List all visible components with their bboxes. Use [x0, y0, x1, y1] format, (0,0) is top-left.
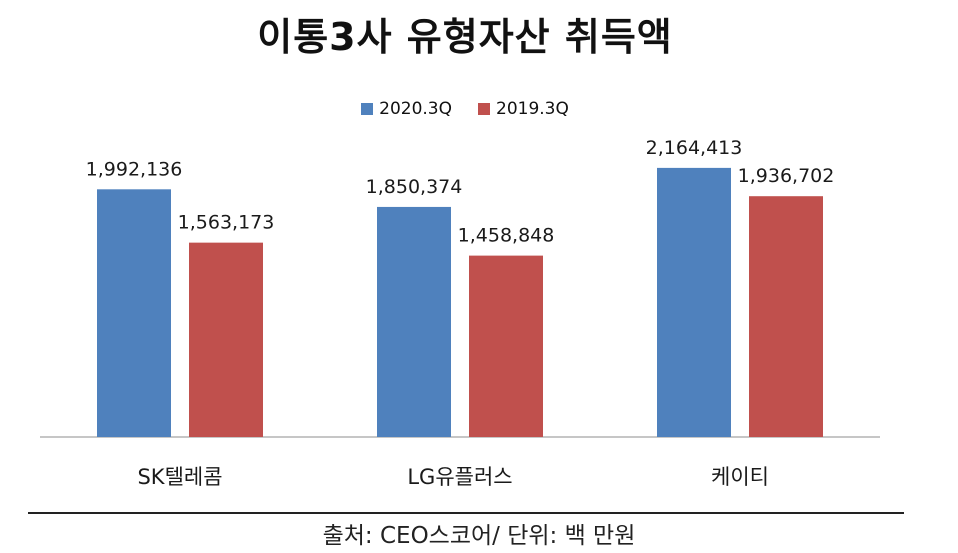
category-label-2: 케이티 [711, 465, 769, 489]
bar-0-0 [97, 189, 171, 437]
data-label-2-1: 1,936,702 [738, 165, 835, 187]
bar-0-1 [189, 242, 263, 437]
footer-divider [28, 512, 904, 514]
legend-item-2019-3q: 2019.3Q [478, 99, 569, 119]
bar-2-1 [749, 196, 823, 437]
legend-swatch-2020-3q [361, 103, 374, 115]
data-label-1-1: 1,458,848 [458, 225, 555, 247]
source-note: 출처: CEO스코어/ 단위: 백 만원 [322, 523, 636, 549]
chart-title: 이통3사 유형자산 취득액 [257, 15, 673, 59]
bar-2-0 [657, 167, 731, 437]
legend-label-2020-3q: 2020.3Q [379, 99, 452, 119]
bar-1-0 [377, 206, 451, 437]
legend-item-2020-3q: 2020.3Q [361, 99, 452, 119]
data-label-0-0: 1,992,136 [86, 158, 183, 180]
bar-1-1 [469, 255, 543, 437]
legend-label-2019-3q: 2019.3Q [496, 99, 569, 119]
chart-legend: 2020.3Q 2019.3Q [0, 99, 930, 119]
category-label-1: LG유플러스 [407, 465, 512, 489]
data-label-0-1: 1,563,173 [178, 212, 275, 234]
data-label-2-0: 2,164,413 [646, 137, 743, 159]
legend-swatch-2019-3q [478, 103, 490, 115]
category-label-0: SK텔레콤 [137, 465, 222, 489]
data-label-1-0: 1,850,374 [366, 176, 463, 198]
